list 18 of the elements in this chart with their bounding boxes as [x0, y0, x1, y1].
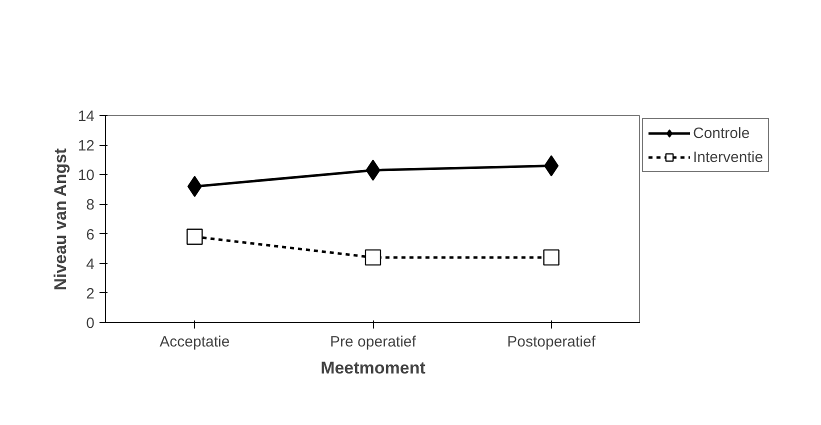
- x-tick-label: Acceptatie: [160, 334, 230, 350]
- y-tick-label: 14: [78, 108, 95, 125]
- y-tick-label: 6: [86, 226, 94, 244]
- y-tick-label: 12: [78, 138, 95, 155]
- legend-label: Controle: [693, 124, 750, 142]
- y-tick-label: 10: [78, 167, 95, 184]
- y-tick-label: 0: [86, 315, 94, 332]
- point: [543, 249, 560, 266]
- x-tick-label: Postoperatief: [507, 334, 596, 350]
- y-tick-label: 8: [86, 196, 94, 214]
- point: [364, 249, 382, 266]
- legend-label: Interventie: [693, 148, 764, 166]
- x-axis-title: Meetmoment: [320, 358, 426, 378]
- y-axis-title: Niveau van Angst: [50, 148, 70, 290]
- point: [186, 228, 203, 245]
- y-tick-label: 2: [86, 285, 94, 302]
- y-tick-label: 4: [86, 256, 94, 273]
- x-tick-label: Pre operatief: [330, 334, 417, 350]
